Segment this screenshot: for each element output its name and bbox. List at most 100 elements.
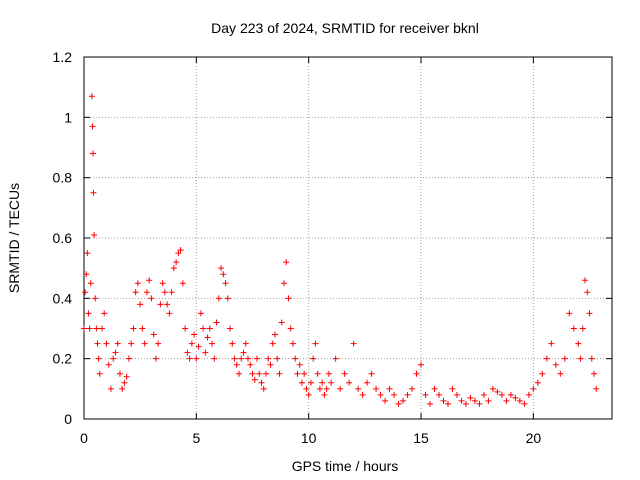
data-point — [471, 397, 478, 404]
data-point — [305, 391, 312, 398]
data-point — [294, 370, 301, 377]
data-point — [534, 379, 541, 386]
data-point — [566, 310, 573, 317]
data-point — [193, 355, 200, 362]
data-point — [258, 379, 265, 386]
data-point — [368, 370, 375, 377]
grid-lines — [84, 57, 612, 419]
data-points — [81, 93, 600, 407]
x-tick-label: 5 — [192, 430, 200, 446]
data-point — [247, 361, 254, 368]
data-point — [92, 295, 99, 302]
data-point — [94, 340, 101, 347]
data-point — [251, 376, 258, 383]
data-point — [229, 340, 236, 347]
data-point — [591, 370, 598, 377]
data-point — [548, 340, 555, 347]
data-point — [188, 340, 195, 347]
data-point — [404, 391, 411, 398]
data-point — [148, 295, 155, 302]
data-point — [543, 355, 550, 362]
data-point — [254, 355, 261, 362]
data-point — [98, 325, 105, 332]
data-point — [202, 349, 209, 356]
data-point — [325, 370, 332, 377]
y-tick-label: 0.4 — [53, 290, 73, 306]
data-point — [82, 289, 89, 296]
data-point — [444, 400, 451, 407]
data-point — [328, 379, 335, 386]
data-point — [83, 271, 90, 278]
data-point — [119, 385, 126, 392]
data-point — [101, 310, 108, 317]
data-point — [298, 379, 305, 386]
data-point — [143, 289, 150, 296]
data-point — [233, 361, 240, 368]
data-point — [132, 289, 139, 296]
data-point — [561, 355, 568, 362]
data-point — [449, 385, 456, 392]
data-point — [95, 355, 102, 362]
data-point — [123, 373, 130, 380]
data-point — [85, 310, 92, 317]
data-point — [296, 361, 303, 368]
data-point — [224, 295, 231, 302]
data-point — [586, 310, 593, 317]
data-point — [577, 355, 584, 362]
data-point — [222, 280, 229, 287]
data-point — [116, 370, 123, 377]
data-point — [400, 397, 407, 404]
data-point — [260, 385, 267, 392]
data-point — [227, 325, 234, 332]
data-point — [93, 325, 100, 332]
data-point — [319, 379, 326, 386]
data-point — [170, 265, 177, 272]
data-point — [316, 385, 323, 392]
data-point — [125, 355, 132, 362]
data-point — [512, 394, 519, 401]
data-point — [570, 325, 577, 332]
data-point — [485, 397, 492, 404]
data-point — [249, 370, 256, 377]
data-point — [90, 189, 97, 196]
data-point — [301, 370, 308, 377]
data-point — [141, 340, 148, 347]
x-tick-label: 15 — [413, 430, 429, 446]
data-point — [161, 289, 168, 296]
y-tick-label: 1 — [64, 109, 72, 125]
data-point — [200, 325, 207, 332]
data-point — [584, 289, 591, 296]
data-point — [236, 370, 243, 377]
data-point — [164, 301, 171, 308]
data-point — [525, 391, 532, 398]
data-point — [395, 400, 402, 407]
data-point — [377, 391, 384, 398]
data-point — [494, 388, 501, 395]
data-point — [453, 391, 460, 398]
data-point — [552, 361, 559, 368]
data-point — [168, 289, 175, 296]
data-point — [467, 394, 474, 401]
data-point — [195, 343, 202, 350]
data-point — [274, 355, 281, 362]
data-point — [285, 295, 292, 302]
data-point — [435, 391, 442, 398]
data-point — [137, 301, 144, 308]
data-point — [539, 370, 546, 377]
data-point — [350, 340, 357, 347]
data-point — [458, 397, 465, 404]
data-point — [209, 340, 216, 347]
data-point — [462, 400, 469, 407]
data-point — [271, 331, 278, 338]
data-point — [238, 355, 245, 362]
data-point — [498, 391, 505, 398]
data-point — [276, 370, 283, 377]
data-point — [489, 385, 496, 392]
data-point — [265, 355, 272, 362]
data-point — [521, 400, 528, 407]
data-point — [128, 340, 135, 347]
data-point — [213, 319, 220, 326]
data-point — [96, 370, 103, 377]
data-point — [503, 397, 510, 404]
